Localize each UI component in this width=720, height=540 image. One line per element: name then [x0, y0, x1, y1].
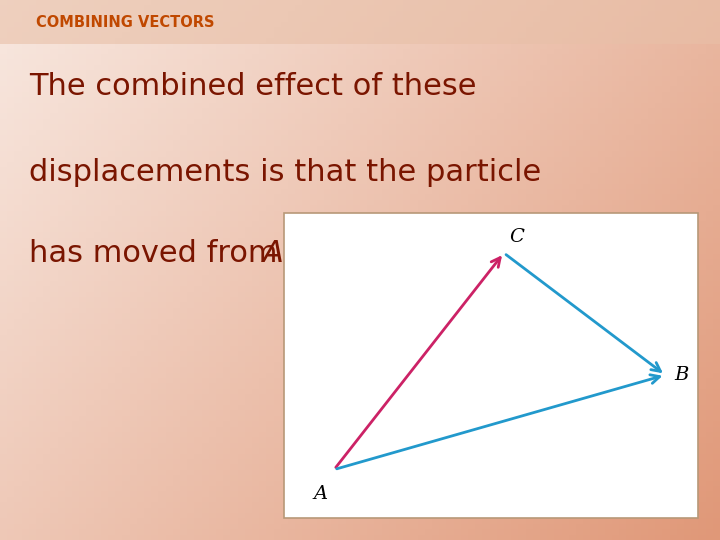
Text: B: B	[674, 366, 688, 384]
Text: has moved from: has moved from	[29, 239, 287, 268]
Bar	[0, 0, 720, 44]
Text: C: C	[328, 239, 349, 268]
Text: A: A	[314, 485, 328, 503]
Text: The combined effect of these: The combined effect of these	[29, 72, 477, 101]
Text: .: .	[348, 239, 357, 268]
Text: displacements is that the particle: displacements is that the particle	[29, 158, 541, 187]
Text: C: C	[510, 228, 524, 246]
Text: A: A	[263, 239, 284, 268]
Text: COMBINING VECTORS: COMBINING VECTORS	[36, 15, 215, 30]
Text: to: to	[283, 239, 333, 268]
Bar	[284, 213, 698, 518]
